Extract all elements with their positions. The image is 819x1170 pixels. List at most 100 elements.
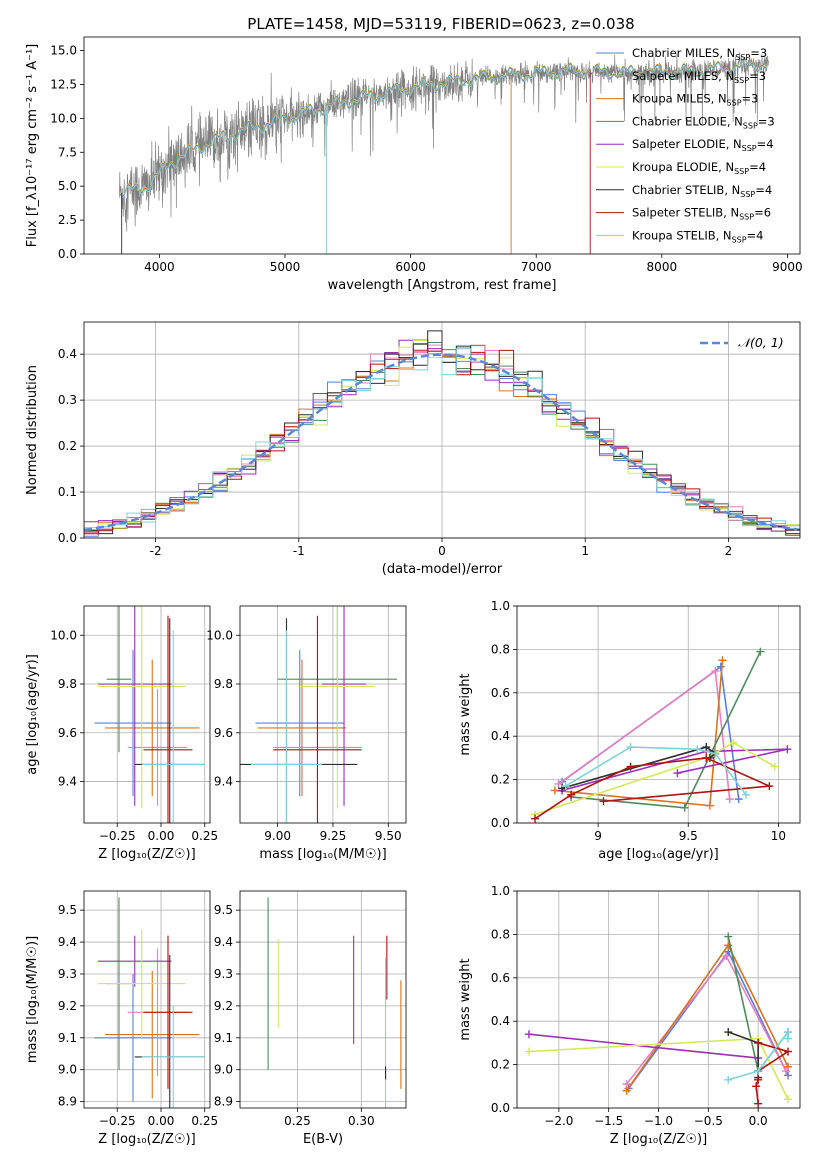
marker-salpeter-miles <box>725 795 734 804</box>
y-tick-label: 9.1 <box>214 1031 233 1045</box>
legend-label-salpeter-elodie: Salpeter ELODIE, NSSP=4 <box>632 137 774 153</box>
marker-kroupa-elodie <box>784 1095 793 1104</box>
marker-kroupa-stelib <box>754 1067 763 1076</box>
plot-area <box>94 606 205 823</box>
panel-residuals: 𝒩(0, 1) -2 -1 0 1 2 0.0 0.1 0.2 0.3 0.4 (data-model… <box>25 321 801 577</box>
y-tick-label: 9.6 <box>214 726 233 740</box>
marker-salpeter-elodie <box>524 1030 533 1039</box>
x-axis-label: Z [log₁₀(Z/Z☉)] <box>610 1132 707 1147</box>
y-tick-label: 0.4 <box>491 729 510 743</box>
y-tick-label: 9.6 <box>58 726 77 740</box>
y-tick-label: 0.8 <box>491 642 510 656</box>
x-tick-label: 0.25 <box>284 1114 311 1128</box>
marker-chabrier-elodie <box>724 932 733 941</box>
x-tick-label: 9.50 <box>375 829 402 843</box>
x-tick-label: −0.5 <box>694 1114 723 1128</box>
marker-salpeter-miles <box>711 667 720 676</box>
legend-label-salpeter-stelib: Salpeter STELIB, NSSP=6 <box>632 206 771 222</box>
y-axis-label: mass weight <box>458 673 473 755</box>
axes-frame <box>83 605 211 824</box>
series-chabrier-elodie <box>571 651 762 809</box>
spectrum-data <box>118 51 769 232</box>
y-tick-label: 9.1 <box>58 1031 77 1045</box>
x-axis-label: wavelength [Angstrom, rest frame] <box>328 278 557 293</box>
x-axis-label: E(B-V) <box>303 1132 343 1147</box>
marker-salpeter-elodie <box>783 745 792 754</box>
x-tick-label: 9000 <box>772 260 803 274</box>
x-tick-label: 0.00 <box>148 1114 175 1128</box>
x-tick-label: 9.25 <box>320 829 347 843</box>
plot-area <box>267 897 402 1108</box>
panel-mass-vs-EBV: 0.25 0.30 8.9 9.0 9.1 9.2 9.3 9.4 9.5 E(B-V) <box>214 890 407 1147</box>
marker-kroupa-stelib <box>724 1075 733 1084</box>
x-tick-label: 1 <box>581 544 589 558</box>
marker-kroupa-elodie <box>524 1047 533 1056</box>
y-tick-label: 7.5 <box>58 145 77 159</box>
panel-spectrum: Chabrier MILES, NSSP=3 Salpeter MILES, NS… <box>25 36 803 293</box>
marker-salpeter-stelib <box>752 1082 761 1091</box>
marker-salpeter-stelib <box>599 797 608 806</box>
x-tick-label: 7000 <box>521 260 552 274</box>
marker-salpeter-miles <box>554 779 563 788</box>
y-tick-label: 0.4 <box>58 347 77 361</box>
x-tick-label: 2 <box>725 544 733 558</box>
legend-label-kroupa-stelib: Kroupa STELIB, NSSP=4 <box>632 228 763 244</box>
axes-frame <box>516 605 801 824</box>
x-tick-label: −0.25 <box>99 1114 136 1128</box>
y-tick-label: 10.0 <box>50 111 77 125</box>
x-tick-label: 0.0 <box>749 1114 768 1128</box>
y-tick-label: 9.2 <box>58 999 77 1013</box>
marker-kroupa-elodie <box>770 762 779 771</box>
y-tick-label: 0.3 <box>58 393 77 407</box>
marker-salpeter-stelib <box>754 1075 763 1084</box>
marker-kroupa-elodie <box>729 738 738 747</box>
legend-label-salpeter-miles: Salpeter MILES, NSSP=3 <box>632 69 766 85</box>
y-tick-label: 0.4 <box>491 1014 510 1028</box>
plot-area <box>94 897 205 1108</box>
y-tick-label: 9.4 <box>214 935 233 949</box>
marker-chabrier-stelib <box>702 743 711 752</box>
x-axis-label: mass [log₁₀(M/M☉)] <box>259 847 386 862</box>
x-tick-label: 5000 <box>270 260 301 274</box>
x-tick-label: 6000 <box>395 260 426 274</box>
marker-kroupa-miles <box>705 801 714 810</box>
marker-kroupa-stelib <box>693 745 702 754</box>
marker-kroupa-stelib <box>561 782 570 791</box>
marker-salpeter-elodie <box>673 769 682 778</box>
x-tick-label: 9.00 <box>264 829 291 843</box>
marker-kroupa-stelib <box>784 1034 793 1043</box>
marker-salpeter-miles <box>722 952 731 961</box>
y-tick-label: 12.5 <box>50 77 77 91</box>
x-tick-label: −0.25 <box>99 829 136 843</box>
axes-frame <box>83 890 211 1109</box>
x-axis-label: age [log₁₀(age/yr)] <box>598 847 719 862</box>
y-tick-label: 0.6 <box>491 971 510 985</box>
x-tick-label: 0.25 <box>191 829 218 843</box>
legend-label-kroupa-elodie: Kroupa ELODIE, NSSP=4 <box>632 160 766 176</box>
y-tick-label: 1.0 <box>491 599 510 613</box>
marker-salpeter-miles <box>782 1067 791 1076</box>
plot-area <box>524 932 793 1108</box>
y-tick-label: 9.5 <box>214 903 233 917</box>
y-axis-label: Flux [f_λ10⁻¹⁷ erg cm⁻² s⁻¹ A⁻¹] <box>25 44 40 248</box>
x-tick-label: 9 <box>594 829 602 843</box>
panel-weight-vs-Z: −2.0 −1.5 −1.0 −0.5 0.0 0.0 0.2 0.4 0.6 0.8 1.0 Z [… <box>458 884 801 1147</box>
marker-kroupa-stelib <box>711 749 720 758</box>
y-tick-label: 0.0 <box>58 531 77 545</box>
y-tick-label: 10.0 <box>50 628 77 642</box>
x-tick-label: 4000 <box>144 260 175 274</box>
y-tick-label: 8.9 <box>214 1095 233 1109</box>
y-tick-label: 2.5 <box>58 213 77 227</box>
y-tick-label: 0.1 <box>58 485 77 499</box>
y-tick-label: 0.0 <box>491 1101 510 1115</box>
x-tick-label: -1 <box>293 544 305 558</box>
marker-kroupa-stelib <box>741 790 750 799</box>
marker-salpeter-stelib <box>784 1047 793 1056</box>
x-axis-label: (data-model)/error <box>382 562 503 577</box>
plot-area <box>531 647 792 823</box>
y-tick-label: 0.6 <box>491 686 510 700</box>
x-axis-label: Z [log₁₀(Z/Z☉)] <box>98 847 195 862</box>
marker-kroupa-miles <box>784 1062 793 1071</box>
marker-chabrier-miles <box>784 1071 793 1080</box>
